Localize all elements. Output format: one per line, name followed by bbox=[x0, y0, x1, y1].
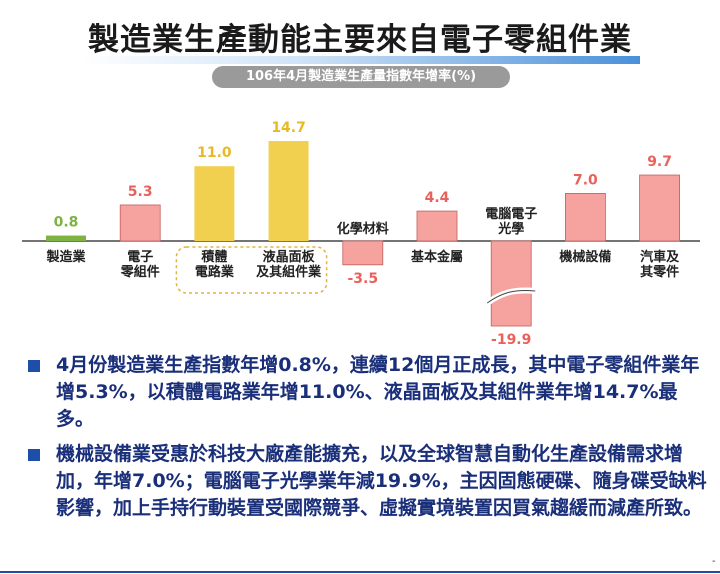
bar-chart: 0.8 製造業 5.3 電子零組件 11.0 積體電路業 14.7 液晶面板及其組件業 -3.5… bbox=[22, 120, 700, 348]
category-label-line: 化學材料 bbox=[337, 221, 389, 237]
axis-break-line bbox=[486, 290, 536, 304]
category-label-line: 液晶面板 bbox=[263, 249, 316, 265]
category-label: 液晶面板及其組件業 bbox=[256, 249, 322, 280]
category-label-line: 汽車及 bbox=[640, 249, 680, 265]
bar bbox=[416, 210, 458, 242]
data-label: -19.9 bbox=[491, 332, 531, 348]
category-label-line: 零組件 bbox=[120, 264, 160, 280]
category-label-line: 及其組件業 bbox=[256, 264, 322, 280]
bar bbox=[565, 193, 606, 242]
data-label: 14.7 bbox=[271, 120, 306, 136]
data-label: 4.4 bbox=[425, 190, 450, 206]
title-underline bbox=[80, 56, 640, 64]
chart-subtitle-pill: 106年4月製造業生產量指數年增率(%) bbox=[212, 66, 510, 88]
category-label-line: 基本金屬 bbox=[410, 249, 463, 265]
bar bbox=[490, 240, 532, 327]
data-label: -3.5 bbox=[347, 271, 378, 287]
bar bbox=[639, 174, 680, 242]
category-label: 積體電路業 bbox=[195, 249, 235, 280]
category-label-line: 機械設備 bbox=[559, 249, 611, 265]
category-label-line: 電子 bbox=[127, 250, 153, 265]
data-label: 0.8 bbox=[54, 215, 79, 231]
category-label-line: 其零件 bbox=[640, 264, 679, 280]
bar bbox=[119, 204, 161, 242]
bar bbox=[46, 235, 86, 241]
bottom-rule bbox=[0, 571, 720, 573]
category-label-line: 電腦電子 bbox=[485, 206, 537, 222]
category-label: 基本金屬 bbox=[410, 249, 463, 265]
bar bbox=[342, 240, 384, 266]
bullet-item: 機械設備業受惠於科技大廠產能擴充，以及全球智慧自動化生產設備需求增加，年增7.0… bbox=[28, 441, 708, 522]
data-label: 9.7 bbox=[647, 154, 672, 170]
category-label-line: 積體 bbox=[200, 249, 227, 265]
category-label: 汽車及其零件 bbox=[640, 249, 680, 280]
category-label-line: 電路業 bbox=[195, 264, 235, 280]
bullet-item: 4月份製造業生產指數年增0.8%，連續12個月正成長，其中電子零組件業年增5.3… bbox=[28, 352, 708, 433]
data-label: 5.3 bbox=[128, 184, 153, 200]
page-title: 製造業生產動能主要來自電子零組件業 bbox=[88, 22, 632, 58]
category-label-line: 光學 bbox=[497, 221, 524, 237]
category-label: 化學材料 bbox=[337, 221, 389, 237]
bullet-text: 機械設備業受惠於科技大廠產能擴充，以及全球智慧自動化生產設備需求增加，年增7.0… bbox=[56, 443, 707, 519]
bar bbox=[268, 141, 309, 241]
square-bullet-icon bbox=[28, 449, 40, 461]
category-label: 電腦電子光學 bbox=[485, 206, 537, 237]
highlight-group-outline bbox=[175, 246, 328, 294]
footer-mark: - bbox=[712, 556, 716, 567]
category-label-line: 製造業 bbox=[45, 249, 86, 265]
summary-bullets: 4月份製造業生產指數年增0.8%，連續12個月正成長，其中電子零組件業年增5.3… bbox=[28, 352, 708, 530]
bar bbox=[194, 166, 235, 241]
square-bullet-icon bbox=[28, 360, 40, 372]
category-label: 電子零組件 bbox=[120, 250, 160, 280]
category-label: 機械設備 bbox=[559, 249, 611, 265]
data-label: 7.0 bbox=[573, 172, 598, 188]
data-label: 11.0 bbox=[197, 145, 232, 161]
category-label: 製造業 bbox=[45, 249, 86, 265]
bullet-text: 4月份製造業生產指數年增0.8%，連續12個月正成長，其中電子零組件業年增5.3… bbox=[56, 354, 700, 430]
